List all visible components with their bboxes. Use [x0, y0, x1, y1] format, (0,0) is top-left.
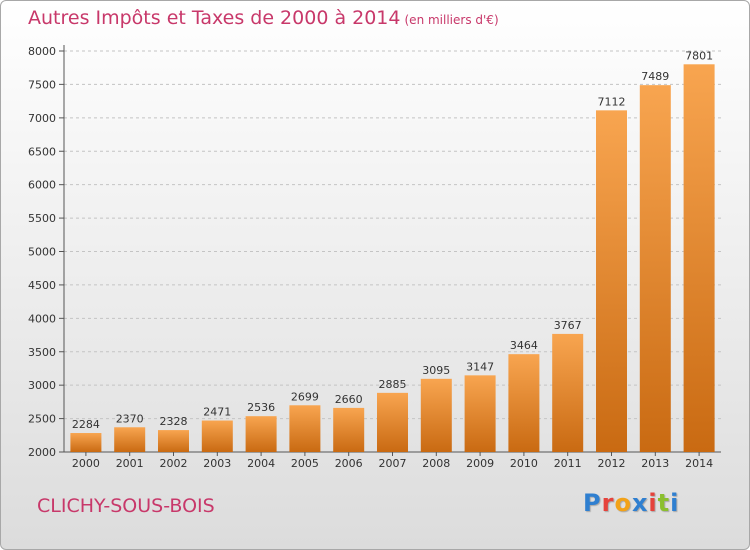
- bar-2013: [639, 85, 671, 453]
- logo-letter: r: [601, 489, 615, 517]
- bar-2002: [158, 430, 189, 452]
- data-label: 7801: [685, 49, 713, 62]
- y-tick-label: 7500: [28, 78, 56, 91]
- data-label: 2885: [379, 378, 407, 391]
- data-label: 3464: [510, 339, 538, 352]
- proxiti-logo[interactable]: Proxiti: [583, 489, 679, 517]
- bar-2014: [683, 64, 715, 452]
- x-tick-label: 2001: [116, 457, 144, 470]
- y-tick-label: 5500: [28, 212, 56, 225]
- data-label: 3095: [422, 364, 450, 377]
- x-tick-label: 2010: [510, 457, 538, 470]
- x-tick-label: 2011: [554, 457, 582, 470]
- y-tick-label: 3500: [28, 346, 56, 359]
- x-tick-label: 2006: [335, 457, 363, 470]
- bar-2005: [289, 405, 321, 452]
- bar-2010: [508, 354, 540, 452]
- data-label: 2328: [160, 415, 188, 428]
- data-label: 2284: [72, 418, 100, 431]
- x-tick-label: 2003: [203, 457, 231, 470]
- logo-letter: t: [657, 489, 671, 517]
- bar-2003: [201, 420, 233, 452]
- x-tick-label: 2012: [598, 457, 626, 470]
- bar-2006: [333, 407, 365, 452]
- logo-letter: o: [614, 489, 632, 517]
- logo-letter: x: [631, 489, 649, 517]
- bar-2001: [114, 427, 146, 452]
- data-label: 2471: [203, 406, 231, 419]
- data-label: 3767: [554, 319, 582, 332]
- bar-2000: [70, 433, 102, 452]
- y-tick-label: 2500: [28, 413, 56, 426]
- bar-2008: [420, 378, 452, 452]
- data-label: 2370: [116, 412, 144, 425]
- x-tick-label: 2005: [291, 457, 319, 470]
- data-label: 2660: [335, 393, 363, 406]
- x-tick-label: 2000: [72, 457, 100, 470]
- chart-title: Autres Impôts et Taxes de 2000 à 2014 (en…: [28, 7, 499, 29]
- x-tick-label: 2013: [641, 457, 669, 470]
- data-label: 2699: [291, 390, 319, 403]
- data-label: 3147: [466, 360, 494, 373]
- bar-2012: [596, 110, 627, 453]
- x-tick-label: 2009: [466, 457, 494, 470]
- x-tick-label: 2008: [422, 457, 450, 470]
- y-tick-label: 4000: [28, 312, 56, 325]
- y-tick-label: 7000: [28, 112, 56, 125]
- y-tick-label: 5000: [28, 246, 56, 259]
- data-label: 2536: [247, 401, 275, 414]
- x-tick-label: 2007: [379, 457, 407, 470]
- logo-letter: i: [648, 489, 658, 517]
- bar-2007: [377, 392, 408, 452]
- chart-subtitle: (en milliers d'€): [404, 13, 499, 27]
- y-tick-label: 8000: [28, 45, 56, 58]
- bar-2011: [552, 333, 584, 452]
- y-tick-label: 4500: [28, 279, 56, 292]
- bar-2009: [464, 375, 496, 452]
- town-name: CLICHY-SOUS-BOIS: [37, 495, 215, 517]
- data-label: 7489: [641, 70, 669, 83]
- x-tick-label: 2014: [685, 457, 713, 470]
- y-tick-label: 3000: [28, 379, 56, 392]
- y-tick-label: 6000: [28, 179, 56, 192]
- logo-letter: P: [583, 489, 602, 517]
- x-tick-label: 2002: [160, 457, 188, 470]
- y-tick-label: 6500: [28, 145, 56, 158]
- x-tick-label: 2004: [247, 457, 275, 470]
- data-label: 7112: [598, 95, 626, 108]
- y-tick-label: 2000: [28, 446, 56, 459]
- bar-2004: [245, 416, 277, 452]
- logo-letter: i: [670, 489, 680, 517]
